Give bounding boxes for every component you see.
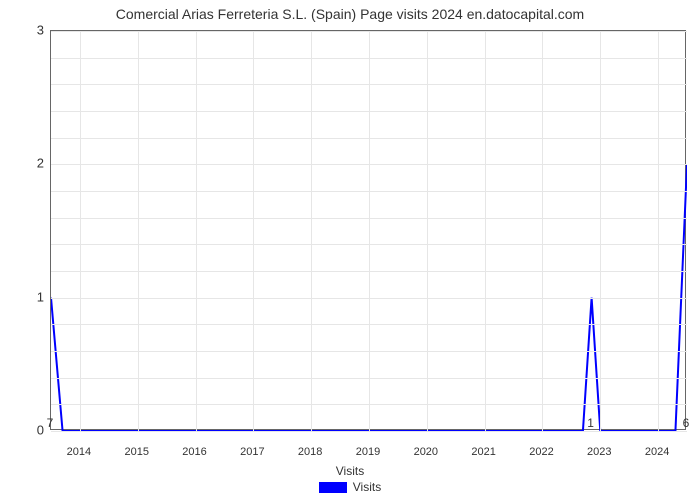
x-tick-label: 2022 xyxy=(529,446,553,458)
x-tick-label: 2016 xyxy=(182,446,206,458)
y-tick-label: 1 xyxy=(0,289,44,304)
y-tick-label: 3 xyxy=(0,23,44,38)
y-tick-label: 0 xyxy=(0,423,44,438)
legend: Visits xyxy=(0,480,700,494)
x-tick-label: 2023 xyxy=(587,446,611,458)
gridline-h-major xyxy=(51,431,687,432)
plot-area xyxy=(50,30,686,430)
point-label: 6 xyxy=(683,416,690,430)
gridline-v xyxy=(311,31,312,431)
gridline-v xyxy=(80,31,81,431)
x-tick-label: 2018 xyxy=(298,446,322,458)
point-label: 7 xyxy=(47,416,54,430)
gridline-v xyxy=(658,31,659,431)
chart-title: Comercial Arias Ferreteria S.L. (Spain) … xyxy=(0,6,700,22)
legend-swatch xyxy=(319,482,347,493)
x-tick-label: 2024 xyxy=(645,446,669,458)
gridline-v xyxy=(138,31,139,431)
x-tick-label: 2021 xyxy=(471,446,495,458)
gridline-v xyxy=(369,31,370,431)
gridline-v xyxy=(542,31,543,431)
chart-container: Comercial Arias Ferreteria S.L. (Spain) … xyxy=(0,0,700,500)
gridline-v xyxy=(427,31,428,431)
gridline-v xyxy=(196,31,197,431)
x-tick-label: 2014 xyxy=(67,446,91,458)
gridline-v xyxy=(600,31,601,431)
x-tick-label: 2020 xyxy=(414,446,438,458)
x-axis-title: Visits xyxy=(0,464,700,478)
legend-label: Visits xyxy=(353,480,381,494)
gridline-v xyxy=(253,31,254,431)
point-label: 1 xyxy=(587,416,594,430)
x-tick-label: 2019 xyxy=(356,446,380,458)
x-tick-label: 2017 xyxy=(240,446,264,458)
gridline-v xyxy=(485,31,486,431)
x-tick-label: 2015 xyxy=(124,446,148,458)
y-tick-label: 2 xyxy=(0,156,44,171)
